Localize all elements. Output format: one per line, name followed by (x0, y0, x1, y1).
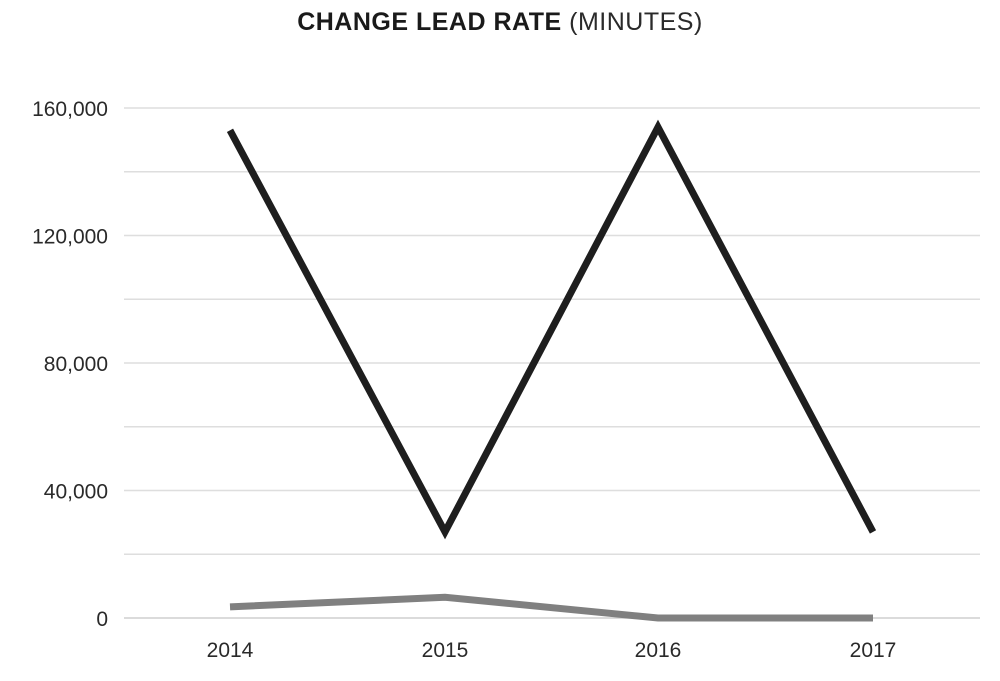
series-line-1 (226, 119, 877, 540)
y-tick-label: 120,000 (32, 226, 108, 249)
chart-title-main: CHANGE LEAD RATE (297, 8, 562, 36)
y-tick-label: 40,000 (44, 481, 108, 504)
series-line-2 (229, 593, 873, 622)
y-tick-label: 80,000 (44, 353, 108, 376)
chart-subtitle: (MINUTES) (569, 8, 703, 36)
y-tick-label: 0 (96, 608, 108, 631)
chart-title: CHANGE LEAD RATE (MINUTES) (0, 8, 1000, 37)
x-tick-label: 2014 (207, 639, 254, 662)
x-tick-label: 2016 (635, 639, 682, 662)
y-tick-label: 160,000 (32, 98, 108, 121)
x-tick-label: 2015 (422, 639, 469, 662)
x-tick-label: 2017 (850, 639, 897, 662)
